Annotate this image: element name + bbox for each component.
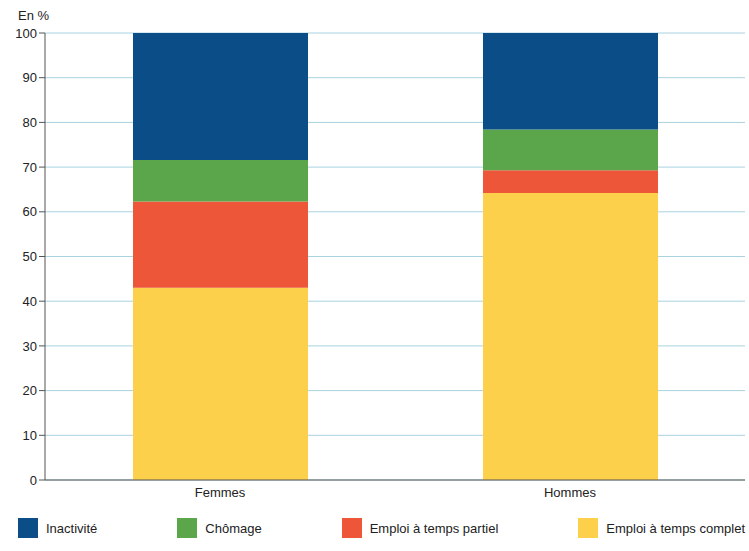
- svg-text:70: 70: [23, 160, 37, 175]
- svg-text:90: 90: [23, 70, 37, 85]
- html-text:Emploi à temps partiel: Emploi à temps partiel: [369, 520, 499, 536]
- svg-text:10: 10: [23, 428, 37, 443]
- svg-text:Hommes: Hommes: [544, 485, 597, 500]
- svg-text:60: 60: [23, 204, 37, 219]
- svg-text:40: 40: [23, 294, 37, 309]
- svg-text:Femmes: Femmes: [195, 485, 246, 500]
- svg-text:100: 100: [15, 26, 37, 41]
- html-text:Chômage: Chômage: [205, 520, 262, 536]
- svg-text:0: 0: [30, 473, 37, 488]
- html-text:En %: En %: [18, 8, 50, 23]
- html-text:Emploi à temps complet: Emploi à temps complet: [606, 520, 745, 536]
- svg-text:20: 20: [23, 383, 37, 398]
- svg-text:50: 50: [23, 249, 37, 264]
- svg-text:80: 80: [23, 115, 37, 130]
- svg-text:30: 30: [23, 339, 37, 354]
- html-text:Inactivité: Inactivité: [46, 520, 98, 536]
